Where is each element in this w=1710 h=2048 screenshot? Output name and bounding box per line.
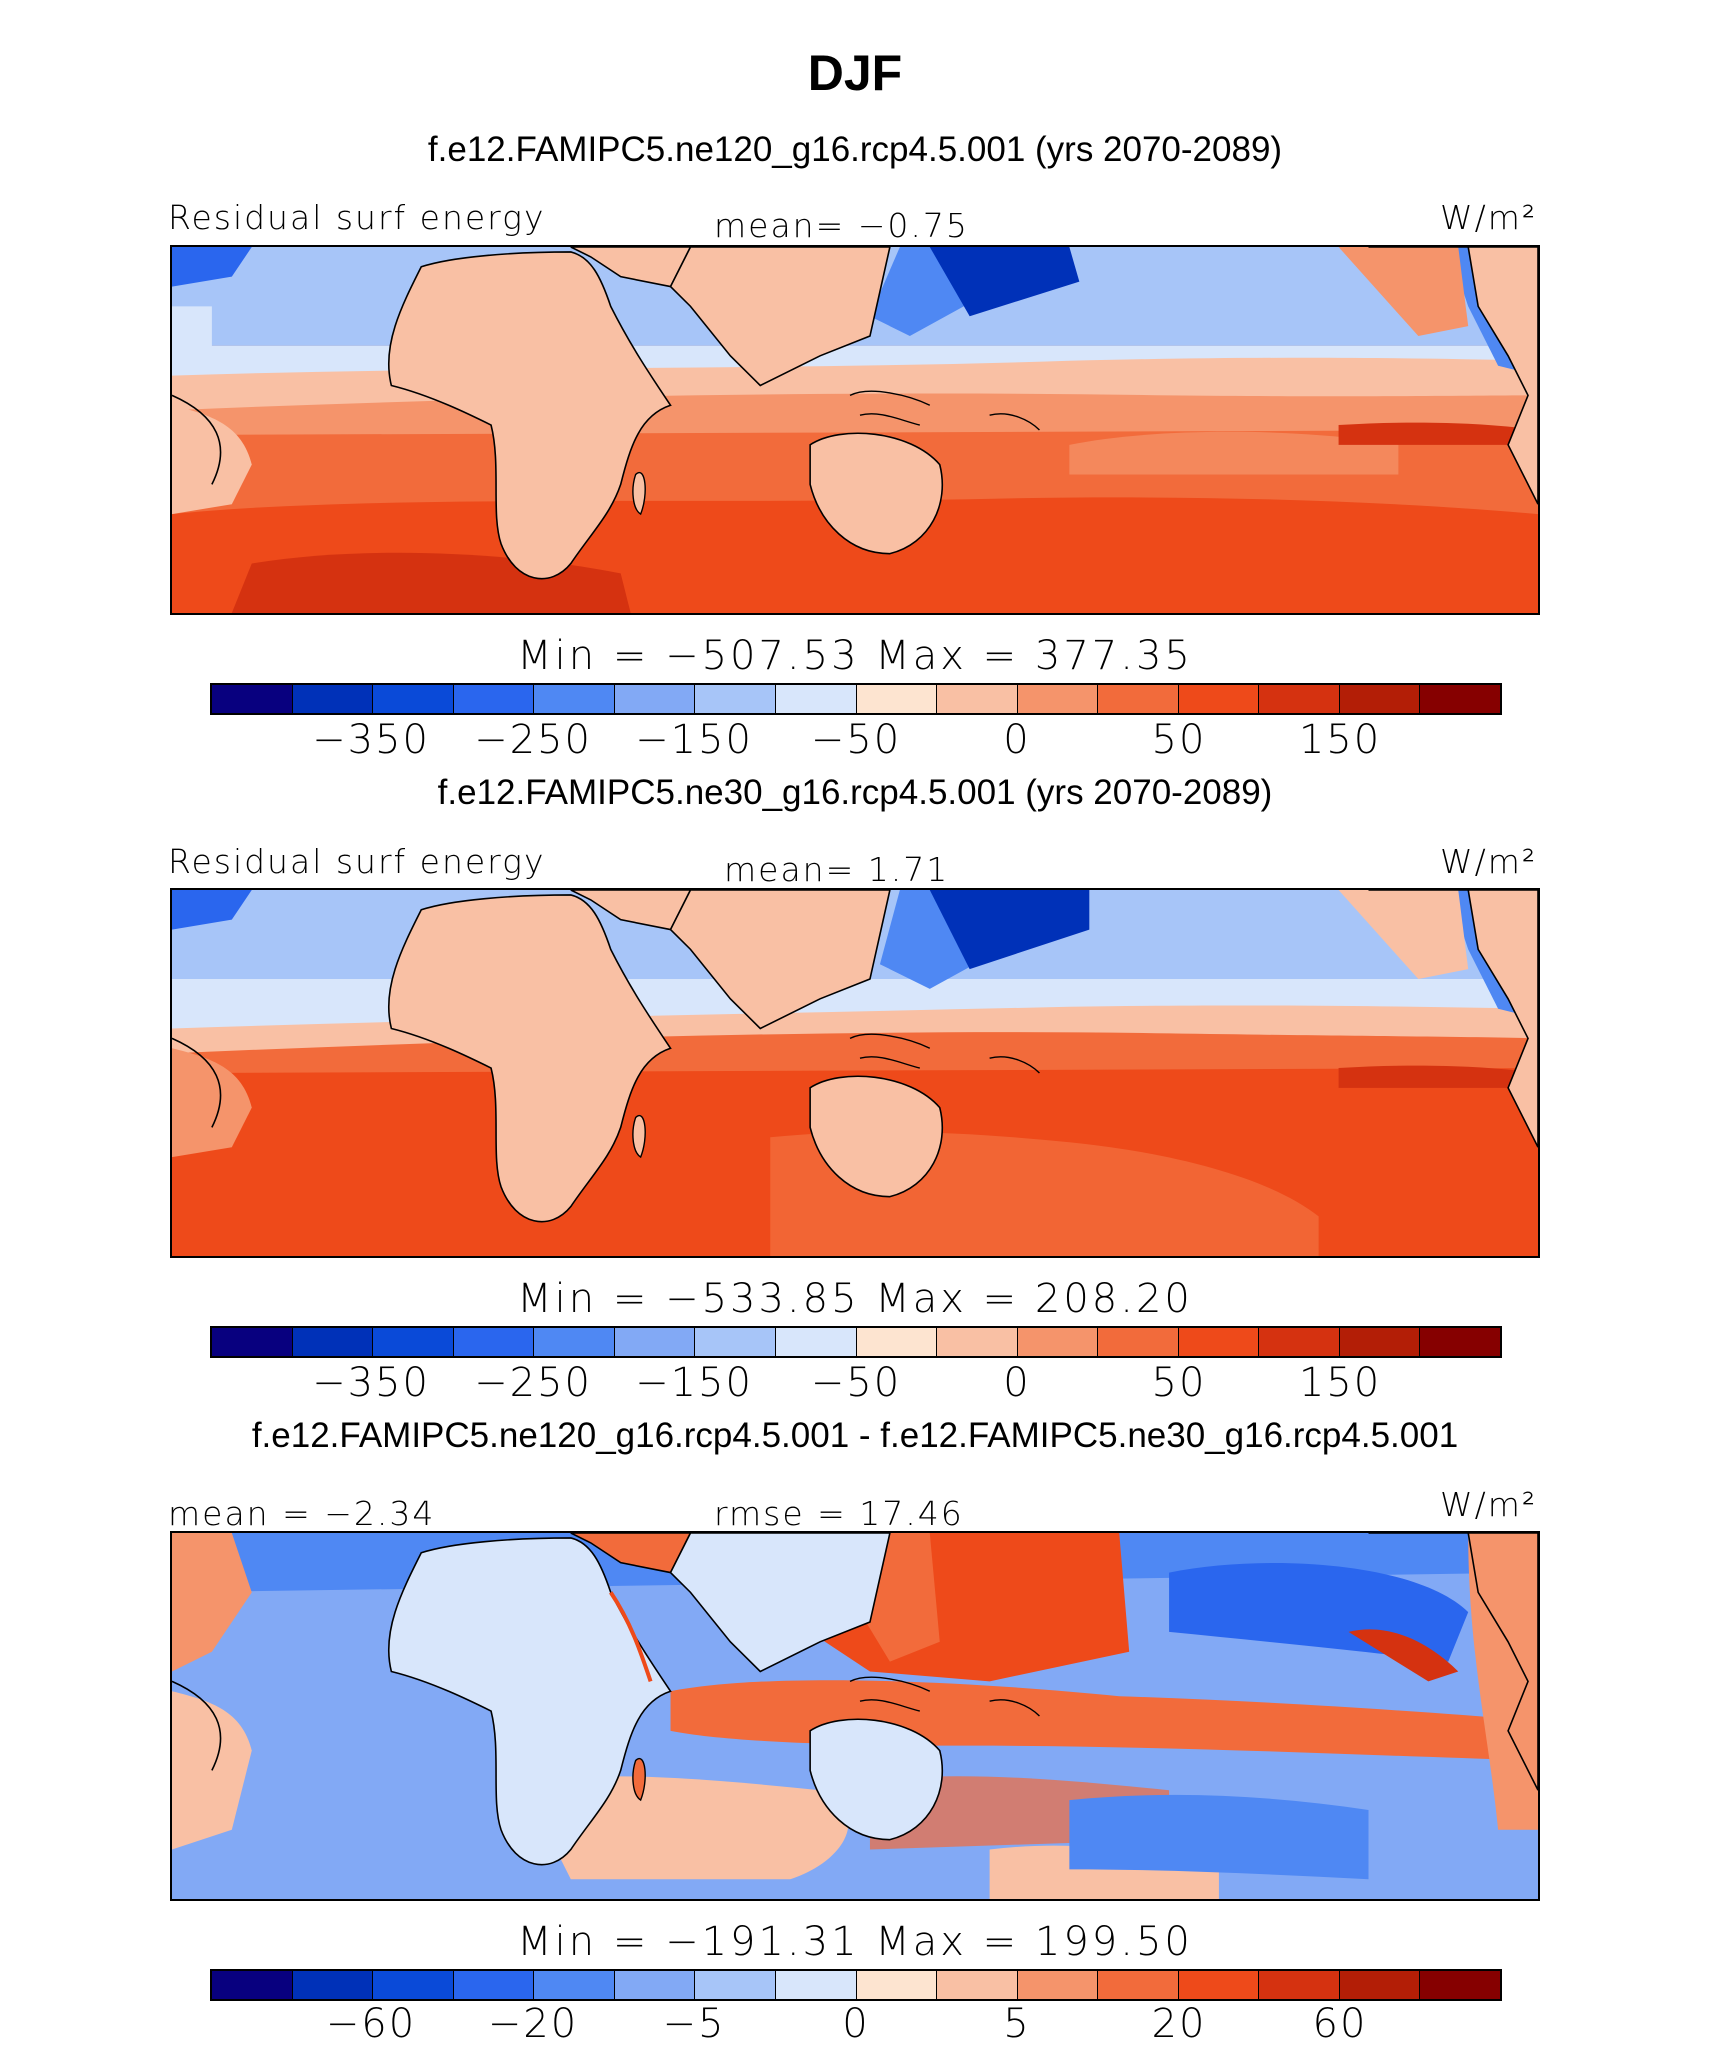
colorbar-swatch <box>292 685 374 713</box>
colorbar-swatch <box>373 685 454 713</box>
colorbar-swatch <box>614 1971 696 1999</box>
colorbar-swatch <box>614 1328 696 1356</box>
panel-1-contour-field <box>172 247 1538 613</box>
colorbar-swatch <box>695 685 776 713</box>
colorbar-tick-label: 50 <box>1151 1360 1207 1406</box>
colorbar-swatch <box>775 1328 857 1356</box>
colorbar-tick-label: −50 <box>810 717 902 763</box>
panel-2-minmax: Min = −533.85 Max = 208.20 <box>517 1276 1193 1322</box>
colorbar-swatch <box>695 1328 776 1356</box>
colorbar-swatch <box>1017 1328 1099 1356</box>
colorbar-swatch <box>856 1328 938 1356</box>
colorbar-swatch <box>614 685 696 713</box>
colorbar-swatch <box>856 685 938 713</box>
colorbar-swatch <box>1017 685 1099 713</box>
colorbar-swatch <box>1339 1328 1421 1356</box>
colorbar-swatch <box>212 1971 293 1999</box>
colorbar-swatch <box>775 685 857 713</box>
colorbar-swatch <box>695 1971 776 1999</box>
colorbar-swatch <box>534 1971 615 1999</box>
colorbar-swatch <box>534 1328 615 1356</box>
colorbar-tick-label: 0 <box>842 2001 870 2047</box>
panel-1-minmax: Min = −507.53 Max = 377.35 <box>517 633 1193 679</box>
colorbar-swatch <box>775 1971 857 1999</box>
colorbar-tick-label: −250 <box>474 717 592 763</box>
colorbar-swatch <box>292 1328 374 1356</box>
colorbar-swatch <box>212 685 293 713</box>
panel-3-case-title: f.e12.FAMIPC5.ne120_g16.rcp4.5.001 - f.e… <box>251 1416 1459 1455</box>
panel-1-units-label: W/m² <box>1440 198 1538 237</box>
colorbar-swatch <box>1178 1328 1260 1356</box>
colorbar-tick-label: 60 <box>1312 2001 1368 2047</box>
panel-3-mean-label: mean = −2.34 <box>168 1494 436 1533</box>
colorbar-swatch <box>453 1971 535 1999</box>
colorbar-swatch <box>1420 685 1500 713</box>
colorbar-swatch <box>1259 1971 1340 1999</box>
colorbar-tick-label: 150 <box>1298 1360 1382 1406</box>
colorbar-swatch <box>1259 1328 1340 1356</box>
colorbar-swatch <box>1178 1971 1260 1999</box>
colorbar-tick-label: −150 <box>635 717 753 763</box>
colorbar-swatch <box>1259 685 1340 713</box>
colorbar-swatch <box>1098 685 1179 713</box>
panel-3-units-label: W/m² <box>1440 1485 1538 1524</box>
panel-3-colorbar <box>210 1969 1502 2001</box>
colorbar-swatch <box>1178 685 1260 713</box>
panel-2-colorbar <box>210 1326 1502 1358</box>
panel-2-mean-label: mean= 1.71 <box>724 850 950 889</box>
panel-2-contour-field <box>172 890 1538 1256</box>
panel-3-rmse-label: rmse = 17.46 <box>714 1494 964 1533</box>
panel-1-variable-label: Residual surf energy <box>168 198 546 237</box>
colorbar-tick-label: −150 <box>635 1360 753 1406</box>
panel-1-colorbar <box>210 683 1502 715</box>
colorbar-swatch <box>937 1971 1018 1999</box>
colorbar-swatch <box>1017 1971 1099 1999</box>
panel-2-case-title: f.e12.FAMIPC5.ne30_g16.rcp4.5.001 (yrs 2… <box>437 773 1273 812</box>
colorbar-swatch <box>534 685 615 713</box>
colorbar-swatch <box>373 1971 454 1999</box>
panel-2-variable-label: Residual surf energy <box>168 842 546 881</box>
colorbar-swatch <box>937 685 1018 713</box>
panel-2-units-label: W/m² <box>1440 842 1538 881</box>
colorbar-swatch <box>856 1971 938 1999</box>
colorbar-tick-label: −20 <box>487 2001 579 2047</box>
colorbar-tick-label: 150 <box>1298 717 1382 763</box>
colorbar-swatch <box>937 1328 1018 1356</box>
colorbar-tick-label: 0 <box>1003 717 1031 763</box>
colorbar-tick-label: −350 <box>312 717 430 763</box>
colorbar-tick-label: 0 <box>1003 1360 1031 1406</box>
panel-1-map <box>170 245 1540 615</box>
panel-2-map <box>170 888 1540 1258</box>
colorbar-tick-label: 5 <box>1003 2001 1031 2047</box>
panel-3-minmax: Min = −191.31 Max = 199.50 <box>517 1919 1193 1965</box>
panel-3-map <box>170 1531 1540 1901</box>
figure-title: DJF <box>807 45 903 101</box>
colorbar-swatch <box>1098 1328 1179 1356</box>
panel-1-case-title: f.e12.FAMIPC5.ne120_g16.rcp4.5.001 (yrs … <box>427 130 1283 169</box>
colorbar-tick-label: −50 <box>810 1360 902 1406</box>
colorbar-tick-label: −350 <box>312 1360 430 1406</box>
colorbar-swatch <box>1420 1328 1500 1356</box>
panel-1-mean-label: mean= −0.75 <box>714 206 969 245</box>
colorbar-swatch <box>453 1328 535 1356</box>
colorbar-swatch <box>1420 1971 1500 1999</box>
colorbar-swatch <box>1098 1971 1179 1999</box>
panel-3-contour-field <box>172 1533 1538 1899</box>
colorbar-tick-label: −250 <box>474 1360 592 1406</box>
colorbar-swatch <box>1339 1971 1421 1999</box>
colorbar-swatch <box>212 1328 293 1356</box>
colorbar-tick-label: 20 <box>1151 2001 1207 2047</box>
colorbar-swatch <box>373 1328 454 1356</box>
colorbar-tick-label: −60 <box>325 2001 417 2047</box>
colorbar-tick-label: 50 <box>1151 717 1207 763</box>
colorbar-swatch <box>1339 685 1421 713</box>
colorbar-swatch <box>453 685 535 713</box>
colorbar-tick-label: −5 <box>662 2001 726 2047</box>
colorbar-swatch <box>292 1971 374 1999</box>
